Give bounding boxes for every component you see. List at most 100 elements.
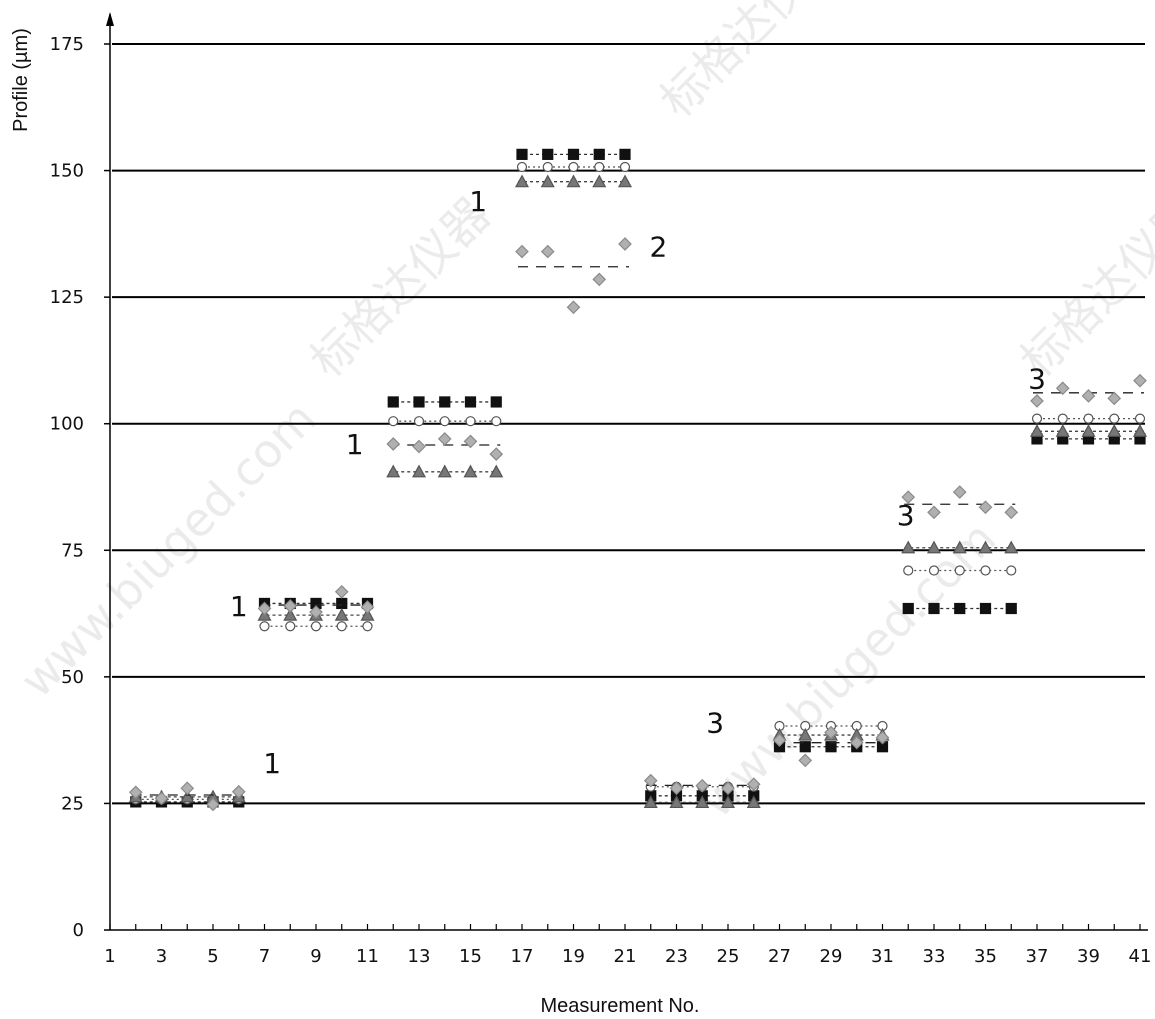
group-label: 1 bbox=[230, 590, 248, 623]
triangle-marker bbox=[901, 540, 916, 554]
y-tick-label: 50 bbox=[61, 667, 84, 688]
x-tick-label: 21 bbox=[614, 946, 637, 967]
circle-marker bbox=[336, 621, 347, 632]
diamond-marker bbox=[257, 601, 272, 616]
triangle-marker bbox=[1132, 424, 1148, 437]
circle-marker bbox=[928, 565, 940, 576]
y-axis-title: Profile (µm) bbox=[10, 28, 32, 132]
measurement-group-2 bbox=[257, 584, 375, 632]
diamond-marker bbox=[1133, 373, 1147, 388]
y-tick-label: 100 bbox=[50, 414, 84, 435]
circle-marker bbox=[1134, 413, 1146, 424]
x-tick-label: 31 bbox=[871, 946, 894, 967]
triangle-marker bbox=[540, 174, 555, 188]
triangle-marker bbox=[283, 607, 298, 621]
diamond-marker bbox=[206, 797, 220, 812]
circle-marker bbox=[903, 565, 914, 576]
square-marker bbox=[593, 148, 605, 160]
x-tick-label: 23 bbox=[665, 946, 688, 967]
x-tick-label: 7 bbox=[259, 946, 270, 967]
triangle-marker bbox=[952, 540, 967, 554]
x-tick-label: 19 bbox=[562, 946, 585, 967]
data-series bbox=[128, 148, 1148, 812]
circle-marker bbox=[1031, 413, 1043, 424]
square-marker bbox=[619, 148, 631, 160]
y-tick-label: 175 bbox=[50, 34, 84, 55]
triangle-marker bbox=[978, 540, 993, 554]
circle-marker bbox=[568, 161, 579, 173]
axes bbox=[104, 12, 1148, 931]
diamond-marker bbox=[772, 733, 787, 747]
circle-marker bbox=[980, 565, 991, 576]
diamond-marker bbox=[1004, 505, 1019, 520]
measurement-group-5 bbox=[643, 773, 761, 809]
x-tick-label: 15 bbox=[459, 946, 482, 967]
diamond-marker bbox=[180, 781, 195, 796]
y-axis-arrow bbox=[106, 12, 114, 26]
x-tick-label: 35 bbox=[974, 946, 997, 967]
circle-marker bbox=[516, 161, 528, 173]
triangle-marker bbox=[695, 795, 710, 809]
square-marker bbox=[542, 148, 554, 160]
measurement-group-1 bbox=[128, 781, 246, 812]
square-marker bbox=[954, 602, 966, 615]
square-marker bbox=[387, 396, 399, 408]
y-tick-label: 0 bbox=[73, 920, 84, 941]
diamond-marker bbox=[592, 272, 607, 287]
circle-marker bbox=[1057, 413, 1068, 424]
square-marker bbox=[1005, 602, 1017, 615]
circle-marker bbox=[413, 416, 425, 427]
y-tick-label: 150 bbox=[50, 161, 84, 182]
square-marker bbox=[490, 396, 502, 408]
x-tick-label: 33 bbox=[923, 946, 946, 967]
square-marker bbox=[439, 396, 451, 408]
circle-marker bbox=[1109, 413, 1120, 424]
group-label: 3 bbox=[897, 499, 915, 532]
diamond-marker bbox=[154, 791, 169, 806]
diamond-marker bbox=[437, 432, 452, 446]
diamond-marker bbox=[669, 781, 684, 796]
diamond-marker bbox=[566, 300, 581, 315]
x-tick-label: 17 bbox=[511, 946, 534, 967]
x-tick-label: 37 bbox=[1026, 946, 1049, 967]
diamond-marker bbox=[1081, 389, 1096, 403]
circle-marker bbox=[954, 565, 965, 576]
y-tick-label: 125 bbox=[50, 287, 84, 308]
diamond-marker bbox=[746, 777, 761, 792]
group-labels: 1 1 1 1 2 3 3 3 bbox=[230, 185, 1046, 780]
diamond-marker bbox=[283, 599, 298, 613]
x-tick-label: 27 bbox=[768, 946, 791, 967]
circle-marker bbox=[310, 621, 322, 632]
diamond-marker bbox=[978, 500, 993, 515]
x-tick-label: 9 bbox=[310, 946, 321, 967]
x-tick-label: 13 bbox=[408, 946, 431, 967]
diamond-marker bbox=[643, 773, 658, 788]
diamond-marker bbox=[695, 778, 710, 793]
triangle-marker bbox=[669, 795, 684, 809]
x-tick-label: 3 bbox=[156, 946, 167, 967]
diamond-marker bbox=[1107, 391, 1122, 406]
group-label: 1 bbox=[346, 428, 364, 461]
triangle-marker bbox=[798, 727, 813, 741]
square-marker bbox=[336, 597, 348, 610]
circle-marker bbox=[542, 161, 553, 173]
y-tick-label: 75 bbox=[61, 540, 84, 561]
square-marker bbox=[799, 741, 811, 753]
diamond-marker bbox=[901, 490, 916, 504]
circle-marker bbox=[362, 621, 373, 632]
diamond-marker bbox=[515, 244, 529, 259]
diamond-marker bbox=[1030, 394, 1044, 408]
diamond-marker bbox=[386, 437, 401, 451]
grid-lines bbox=[112, 43, 1145, 805]
diamond-marker bbox=[1055, 381, 1070, 396]
diamond-marker bbox=[824, 725, 838, 740]
watermark-layer: 标格达仪器www.biuged.com标格达仪器www.biuged.com标格… bbox=[10, 0, 1155, 828]
x-tick-label: 11 bbox=[356, 946, 379, 967]
square-marker bbox=[902, 602, 914, 615]
circle-marker bbox=[619, 161, 631, 173]
triangle-marker bbox=[566, 174, 581, 188]
measurement-group-8 bbox=[1029, 373, 1148, 445]
square-marker bbox=[464, 396, 477, 408]
group-label: 1 bbox=[263, 747, 281, 780]
